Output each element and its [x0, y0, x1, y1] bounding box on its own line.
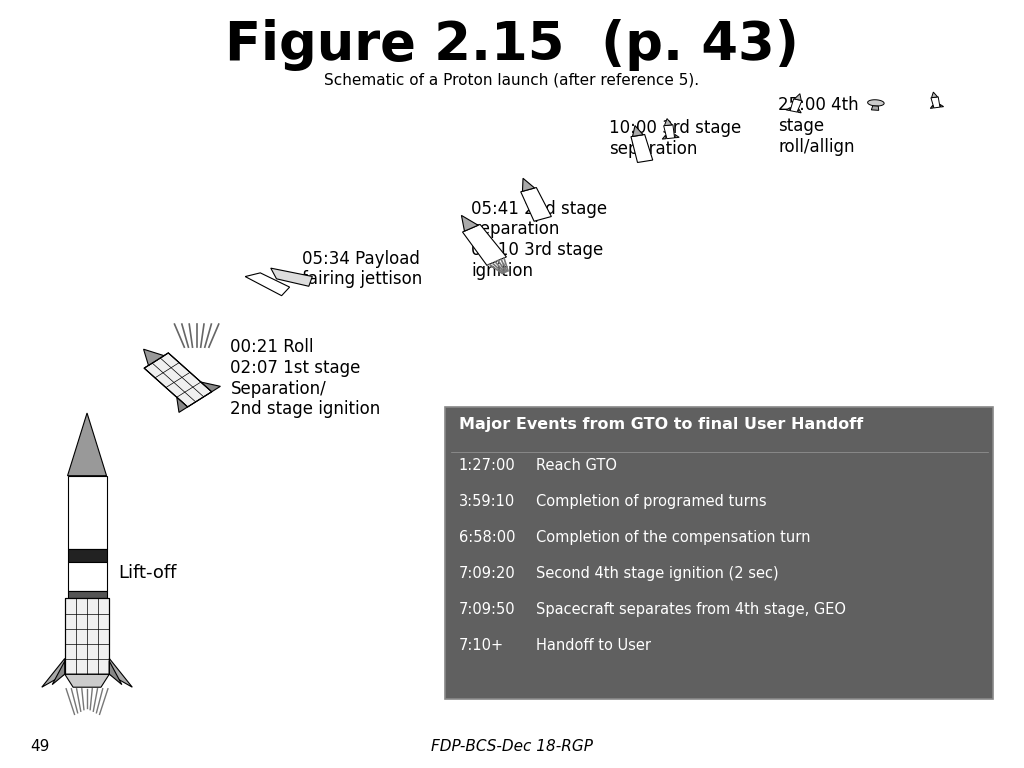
Text: 6:58:00: 6:58:00 [459, 530, 515, 545]
Polygon shape [521, 187, 551, 221]
Polygon shape [68, 475, 106, 549]
Text: Completion of programed turns: Completion of programed turns [536, 494, 766, 509]
Text: Lift-off: Lift-off [118, 564, 176, 582]
Polygon shape [664, 124, 675, 139]
Text: Handoff to User: Handoff to User [536, 638, 650, 654]
Polygon shape [795, 94, 801, 101]
Polygon shape [68, 591, 106, 598]
Text: 3:59:10: 3:59:10 [459, 494, 515, 509]
Polygon shape [143, 349, 164, 366]
Polygon shape [522, 178, 535, 191]
Polygon shape [675, 134, 679, 137]
Polygon shape [932, 92, 938, 98]
Text: 7:09:20: 7:09:20 [459, 566, 515, 581]
Text: 25:00 4th
stage
roll/allign: 25:00 4th stage roll/allign [778, 96, 859, 156]
Text: 05:34 Payload
fairing jettison: 05:34 Payload fairing jettison [302, 250, 422, 289]
Polygon shape [665, 118, 672, 126]
Polygon shape [462, 215, 478, 231]
Polygon shape [201, 382, 220, 392]
Polygon shape [65, 674, 110, 687]
Polygon shape [68, 562, 106, 591]
Text: Schematic of a Proton launch (after reference 5).: Schematic of a Proton launch (after refe… [325, 73, 699, 88]
Polygon shape [463, 224, 507, 265]
Polygon shape [110, 661, 122, 684]
Text: FDP-BCS-Dec 18-RGP: FDP-BCS-Dec 18-RGP [431, 739, 593, 754]
Polygon shape [791, 99, 802, 112]
Polygon shape [68, 413, 106, 475]
Polygon shape [245, 273, 290, 296]
Polygon shape [270, 268, 312, 286]
Text: 05:41 2nd stage
separation
06:10 3rd stage
ignition: 05:41 2nd stage separation 06:10 3rd sta… [471, 200, 607, 280]
Polygon shape [631, 134, 652, 163]
Polygon shape [52, 661, 65, 684]
FancyBboxPatch shape [445, 407, 993, 699]
Polygon shape [110, 658, 132, 687]
Polygon shape [798, 109, 801, 113]
Polygon shape [871, 106, 879, 111]
Text: Reach GTO: Reach GTO [536, 458, 616, 473]
Polygon shape [786, 108, 791, 111]
Text: Second 4th stage ignition (2 sec): Second 4th stage ignition (2 sec) [536, 566, 778, 581]
Polygon shape [144, 353, 212, 407]
Text: 1:27:00: 1:27:00 [459, 458, 515, 473]
Polygon shape [633, 126, 643, 137]
Text: Completion of the compensation turn: Completion of the compensation turn [536, 530, 810, 545]
Text: 7:09:50: 7:09:50 [459, 602, 515, 617]
Text: 7:10+: 7:10+ [459, 638, 504, 654]
Polygon shape [177, 397, 187, 412]
Polygon shape [65, 598, 110, 674]
Polygon shape [42, 658, 65, 687]
Polygon shape [68, 549, 106, 562]
Polygon shape [867, 100, 884, 106]
Polygon shape [663, 135, 666, 139]
Polygon shape [931, 105, 933, 108]
Text: Spacecraft separates from 4th stage, GEO: Spacecraft separates from 4th stage, GEO [536, 602, 846, 617]
Text: 49: 49 [31, 739, 50, 754]
Text: Figure 2.15  (p. 43): Figure 2.15 (p. 43) [225, 19, 799, 71]
Polygon shape [931, 97, 940, 108]
Text: 00:21 Roll
02:07 1st stage
Separation/
2nd stage ignition: 00:21 Roll 02:07 1st stage Separation/ 2… [230, 338, 381, 419]
Polygon shape [940, 104, 943, 107]
Text: Major Events from GTO to final User Handoff: Major Events from GTO to final User Hand… [459, 417, 863, 432]
Text: 10:00 3rd stage
separation: 10:00 3rd stage separation [609, 119, 741, 158]
